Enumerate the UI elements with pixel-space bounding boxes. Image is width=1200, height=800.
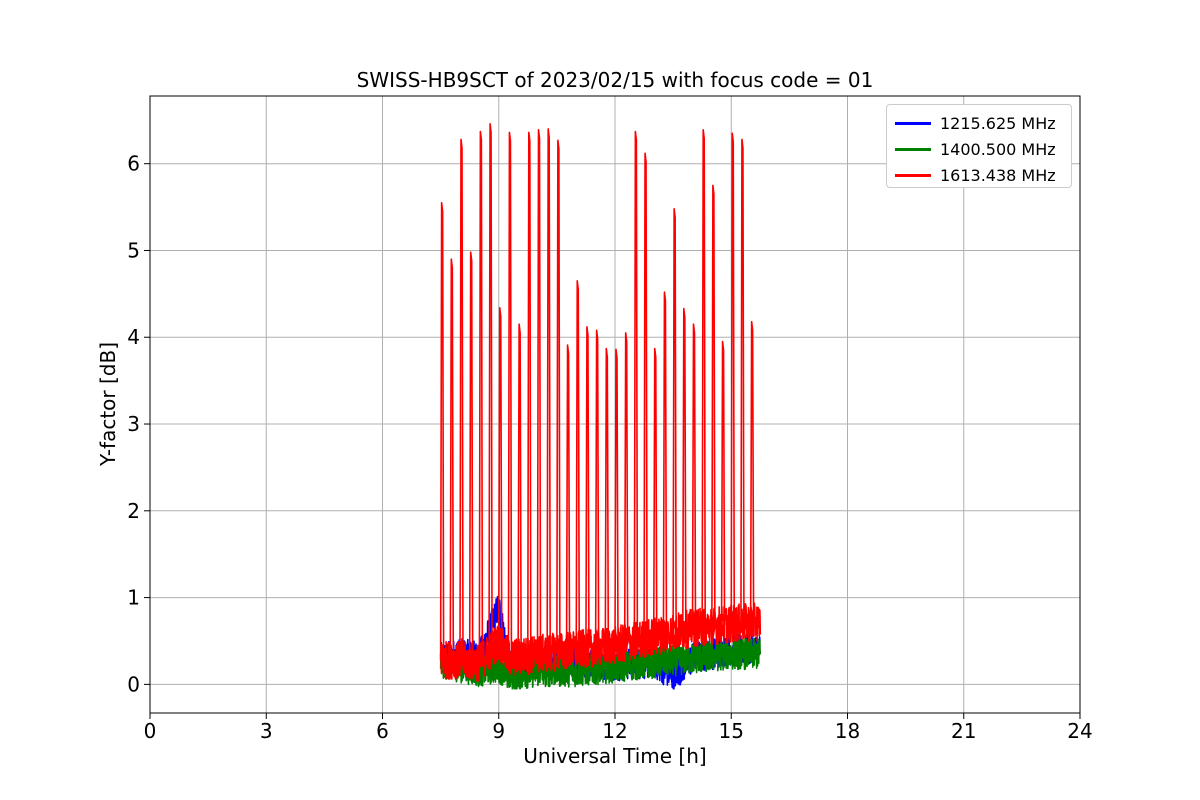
legend-label-1400: 1400.500 MHz bbox=[940, 140, 1056, 159]
legend-swatch-1400 bbox=[895, 148, 931, 151]
x-tick-label: 6 bbox=[376, 719, 389, 743]
y-tick-label: 4 bbox=[127, 325, 140, 349]
legend-item-1215: 1215.625 MHz bbox=[887, 114, 1071, 134]
x-tick-label: 0 bbox=[144, 719, 157, 743]
legend: 1215.625 MHz 1400.500 MHz 1613.438 MHz bbox=[886, 104, 1072, 188]
y-tick-label: 1 bbox=[127, 586, 140, 610]
chart-title: SWISS-HB9SCT of 2023/02/15 with focus co… bbox=[356, 68, 874, 92]
y-tick-label: 2 bbox=[127, 499, 140, 523]
legend-label-1215: 1215.625 MHz bbox=[940, 114, 1056, 133]
x-tick-label: 18 bbox=[835, 719, 860, 743]
legend-label-1613: 1613.438 MHz bbox=[940, 166, 1056, 185]
y-axis-label: Y-factor [dB] bbox=[96, 341, 120, 467]
x-tick-label: 3 bbox=[260, 719, 273, 743]
series-line-3 bbox=[439, 122, 762, 682]
series-lines bbox=[439, 122, 762, 690]
y-tick-label: 0 bbox=[127, 672, 140, 696]
y-tick-label: 5 bbox=[127, 238, 140, 262]
x-tick-label: 15 bbox=[719, 719, 744, 743]
legend-item-1400: 1400.500 MHz bbox=[887, 140, 1071, 160]
legend-swatch-1215 bbox=[895, 122, 931, 125]
legend-swatch-1613 bbox=[895, 174, 931, 177]
y-tick-label: 3 bbox=[127, 412, 140, 436]
legend-item-1613: 1613.438 MHz bbox=[887, 166, 1071, 186]
x-tick-label: 21 bbox=[951, 719, 976, 743]
x-tick-label: 12 bbox=[602, 719, 627, 743]
x-axis-label: Universal Time [h] bbox=[523, 744, 707, 768]
y-tick-label: 6 bbox=[127, 152, 140, 176]
x-tick-label: 9 bbox=[492, 719, 505, 743]
x-tick-label: 24 bbox=[1067, 719, 1092, 743]
